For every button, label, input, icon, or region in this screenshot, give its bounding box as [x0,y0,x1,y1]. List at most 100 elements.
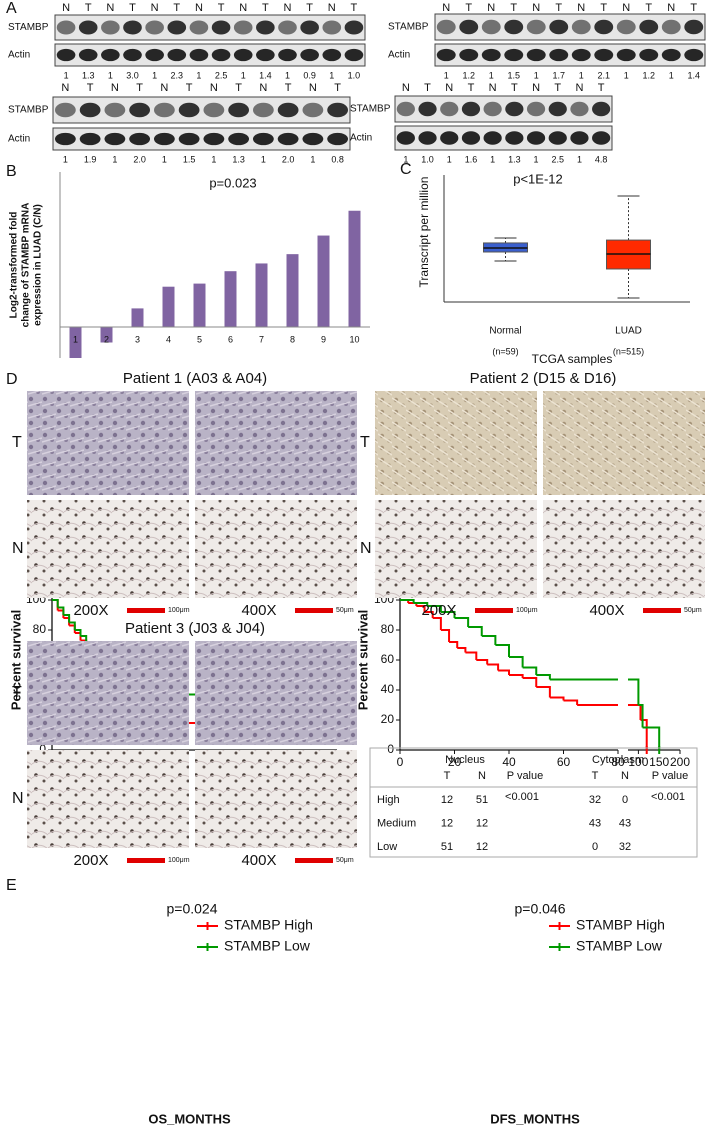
band-ratio: 1 [196,70,201,80]
survival-step [509,656,524,668]
blot-band [526,131,546,145]
band-ratio: 1 [329,70,334,80]
band-ratio: 1 [108,70,113,80]
lane-label: T [465,2,472,14]
blot-band [616,19,636,35]
category-note: (n=515) [613,346,644,356]
blot-band [483,101,502,117]
blot-band [440,101,459,117]
lane-label: T [218,2,225,14]
lane-label: N [489,82,497,94]
band-ratio: 1 [211,154,216,164]
table-column: P value [507,770,544,782]
bar [286,254,299,327]
blot-band [327,132,349,146]
blot-band [54,102,76,118]
blot-membrane [434,43,706,67]
x-tick-label: 10 [349,334,359,344]
blot-band [228,132,250,146]
protein-label: Actin [8,134,30,145]
lane-label: N [487,2,495,14]
blot-band [505,101,524,117]
x-axis-label: OS_MONTHS [148,1111,231,1126]
survival-step [432,617,442,630]
band-ratio: 1 [403,154,408,164]
blot-band [594,48,614,62]
y-tick-label: 80 [33,622,47,636]
survival-step [449,641,459,648]
bar [69,327,82,358]
ihc-image [375,391,537,495]
chart-title: p=0.024 [167,901,218,917]
scale-bar [295,858,333,863]
band-ratio: 2.1 [597,70,610,80]
lane-label: T [173,2,180,14]
x-tick-label: 4 [166,334,171,344]
lane-label: N [210,82,218,94]
blot-band [504,48,524,62]
x-tick-label: 6 [228,334,233,344]
blot-band [526,48,546,62]
ihc-image [195,391,357,495]
scale-bar [127,608,165,613]
band-ratio: 1 [624,70,629,80]
blot-band [549,48,569,62]
table-column: T [444,770,451,782]
blot-band [211,20,231,35]
survival-step [476,659,489,665]
table-cell: 51 [476,794,488,806]
ihc-image [27,391,189,495]
blot-band [459,48,479,62]
lane-label: N [402,82,410,94]
x-tick-label: 20 [448,755,462,769]
band-ratio: 2.0 [133,154,146,164]
band-ratio: 1 [447,154,452,164]
blot-band [104,132,126,146]
blot-band [461,131,481,145]
lane-label: N [259,82,267,94]
legend-label: STAMBP Low [576,938,663,954]
blot-band [661,48,681,62]
band-ratio: 1 [444,70,449,80]
blot-band [440,131,459,145]
blot-band [252,132,274,146]
survival-step [454,617,470,627]
lane-label: N [106,2,114,14]
survival-step [457,647,467,653]
band-ratio: 1.3 [82,70,95,80]
ihc-image [375,500,537,598]
blot-band [436,48,456,62]
blot-band [548,131,567,145]
table-cell: 32 [619,841,631,853]
blot-band [549,19,569,35]
blot-band [592,101,611,117]
blot-band [233,20,253,35]
lane-label: T [129,2,136,14]
blot-band [129,102,151,118]
lane-label: T [235,82,242,94]
table-group: Cytoplasm [592,754,644,766]
y-tick-label: 80 [381,622,395,636]
blot-band [481,19,501,35]
blot-band [616,48,636,62]
blot-band [571,19,591,35]
ihc-image [543,391,705,495]
survival-step [509,674,524,678]
lane-label: T [85,2,92,14]
band-ratio: 1 [489,70,494,80]
blot-band [505,131,524,145]
blot-band [145,20,164,35]
blot-band [344,48,364,62]
band-ratio: 1 [669,70,674,80]
lane-label: N [309,82,317,94]
lane-label: T [554,82,561,94]
protein-label: STAMBP [388,22,429,33]
lane-label: N [577,2,585,14]
blot-band [178,132,200,146]
lane-label: T [285,82,292,94]
lane-label: N [284,2,292,14]
scale-bar [295,608,333,613]
blot-band [459,19,479,35]
lane-label: T [262,2,269,14]
blot-band [548,101,567,117]
